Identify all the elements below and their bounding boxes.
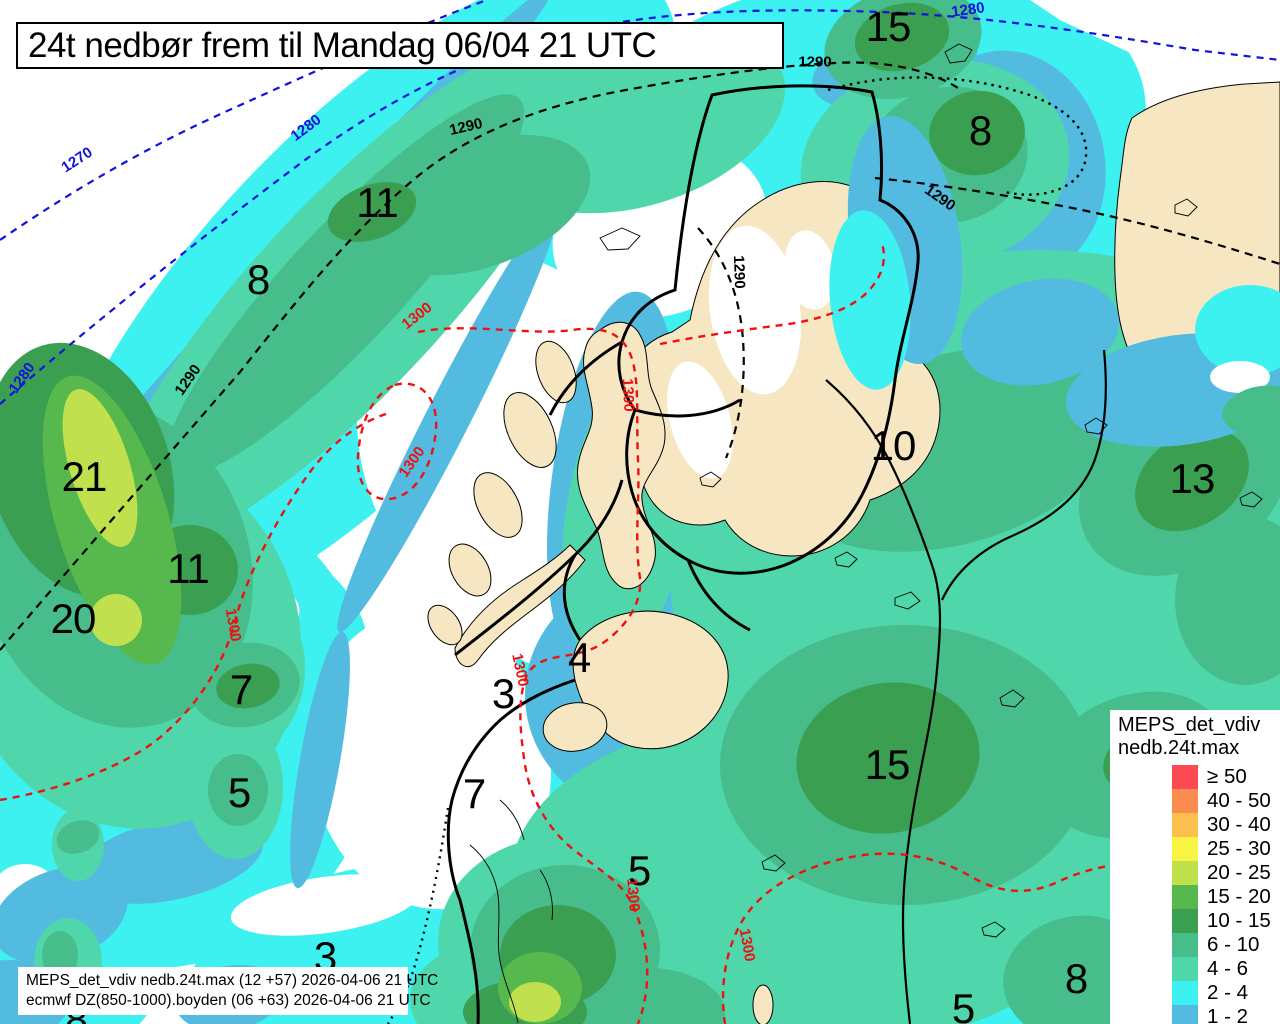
legend-color-swatch — [1172, 909, 1198, 933]
legend-range-label: 6 - 10 — [1207, 933, 1260, 956]
map-value-label: 8 — [246, 256, 270, 303]
map-value-label: 7 — [462, 770, 486, 817]
legend-range-label: 10 - 15 — [1207, 909, 1271, 932]
legend-title-line1: MEPS_det_vdiv — [1118, 714, 1261, 736]
legend-color-swatch — [1172, 1005, 1198, 1024]
map-value-label: 13 — [1169, 455, 1216, 502]
contour-label: 1300 — [618, 377, 638, 413]
contour-label: 1290 — [798, 53, 832, 71]
contour-1300-b — [417, 327, 649, 1024]
precip-20-25-layer — [62, 389, 561, 1022]
legend-range-label: 20 - 25 — [1207, 861, 1271, 884]
legend-row: 40 - 50 — [1118, 789, 1280, 813]
map-value-label: 15 — [864, 741, 911, 788]
narvik-land — [572, 610, 729, 750]
troms-border — [617, 84, 920, 575]
map-value-label: 20 — [50, 595, 97, 642]
contour-1300-a — [0, 412, 387, 802]
map-value-label: 5 — [227, 769, 251, 816]
legend-rows: ≥ 50 40 - 50 30 - 40 25 - 30 20 - 25 15 … — [1118, 765, 1280, 1024]
map-value-label: 5 — [627, 847, 651, 894]
legend-row: 1 - 2 — [1118, 1005, 1280, 1024]
legend-row: 6 - 10 — [1118, 933, 1280, 957]
legend-color-swatch — [1172, 933, 1198, 957]
legend-range-label: 30 - 40 — [1207, 813, 1271, 836]
sweden-border — [825, 379, 942, 1024]
legend-row: 25 - 30 — [1118, 837, 1280, 861]
legend-row: 2 - 4 — [1118, 981, 1280, 1005]
legend-color-swatch — [1172, 885, 1198, 909]
map-value-label: 4 — [567, 634, 591, 681]
legend-row: 30 - 40 — [1118, 813, 1280, 837]
border-layer — [386, 84, 1107, 1024]
contour-1300-c — [721, 852, 1280, 1024]
legend-row: 10 - 15 — [1118, 909, 1280, 933]
legend-range-label: 4 - 6 — [1207, 957, 1249, 980]
footer-line-1: MEPS_det_vdiv nedb.24t.max (12 +57) 2026… — [26, 972, 439, 989]
contour-label: 1290 — [729, 255, 749, 289]
footer-box: MEPS_det_vdiv nedb.24t.max (12 +57) 2026… — [18, 967, 439, 1015]
legend-range-label: 25 - 30 — [1207, 837, 1271, 860]
legend-color-swatch — [1172, 957, 1198, 981]
title-box: 24t nedbør frem til Mandag 06/04 21 UTC — [16, 22, 784, 69]
page-title: 24t nedbør frem til Mandag 06/04 21 UTC — [28, 25, 657, 65]
legend-color-swatch — [1172, 837, 1198, 861]
legend-range-label: 1 - 2 — [1207, 1005, 1249, 1024]
legend-row: 20 - 25 — [1118, 861, 1280, 885]
legend-row: ≥ 50 — [1118, 765, 1280, 789]
legend-range-label: 15 - 20 — [1207, 885, 1271, 908]
legend-color-swatch — [1172, 981, 1198, 1005]
map-value-label: 10 — [870, 422, 917, 469]
map-value-label: 11 — [167, 545, 210, 592]
map-value-label: 8 — [1064, 955, 1088, 1002]
contour-1290-b — [874, 176, 1280, 266]
map-value-label: 7 — [229, 666, 253, 713]
dotted-border — [386, 807, 450, 1024]
footer-line-2: ecmwf DZ(850-1000).boyden (06 +63) 2026-… — [26, 992, 431, 1010]
legend-range-label: ≥ 50 — [1207, 765, 1247, 788]
map-value-label: 15 — [865, 3, 912, 50]
legend-color-swatch — [1172, 789, 1198, 813]
legend-color-swatch — [1172, 765, 1198, 789]
map-value-label: 11 — [356, 179, 399, 226]
legend: MEPS_det_vdiv nedb.24t.max ≥ 50 40 - 50 … — [1110, 710, 1280, 1024]
contour-label: 1300 — [623, 877, 643, 913]
legend-color-swatch — [1172, 861, 1198, 885]
legend-row: 15 - 20 — [1118, 885, 1280, 909]
legend-range-label: 40 - 50 — [1207, 789, 1271, 812]
map-value-label: 3 — [491, 670, 515, 717]
contour-label: 1280 — [950, 0, 986, 21]
legend-range-label: 2 - 4 — [1207, 981, 1249, 1004]
contour-1300-loop — [356, 382, 438, 501]
legend-row: 4 - 6 — [1118, 957, 1280, 981]
legend-title-line2: nedb.24t.max — [1118, 737, 1240, 759]
nordland-border — [446, 678, 576, 1024]
legend-color-swatch — [1172, 813, 1198, 837]
lofoten-border — [454, 479, 624, 657]
contour-1290-a — [0, 61, 959, 651]
map-value-label: 21 — [61, 453, 108, 500]
map-value-label: 5 — [951, 985, 975, 1024]
map-value-label: 8 — [968, 107, 992, 154]
